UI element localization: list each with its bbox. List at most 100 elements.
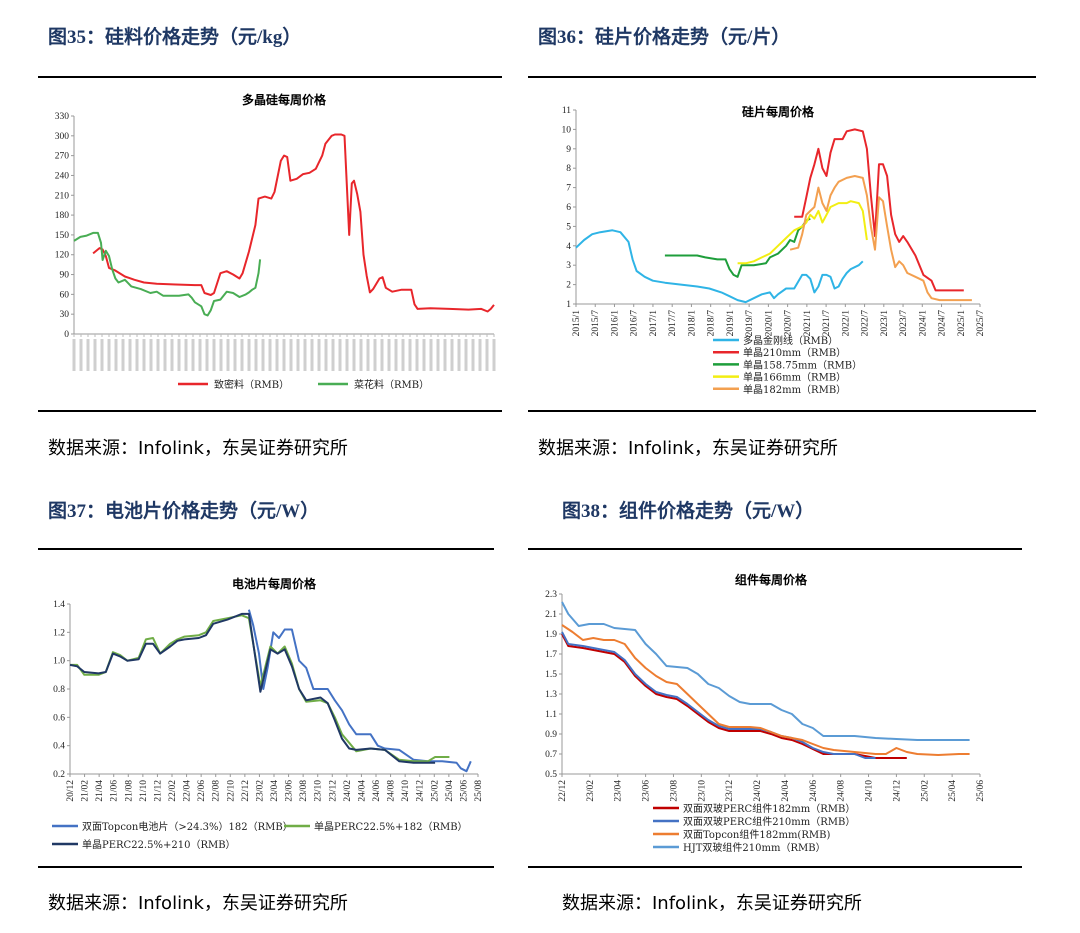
x-tick-label-placeholder <box>352 339 356 371</box>
x-tick-label: 24/06 <box>809 780 819 802</box>
y-tick-label: 180 <box>55 211 70 221</box>
x-tick-label-placeholder <box>121 339 125 371</box>
figure-36-heading: 图36：硅片价格走势（元/片） <box>538 27 791 48</box>
y-tick-label: 1.3 <box>545 690 557 700</box>
y-tick-label: 4 <box>566 242 571 252</box>
x-tick-label-placeholder <box>492 339 496 371</box>
chart-title: 硅片每周价格 <box>742 104 815 119</box>
x-tick-label-placeholder <box>149 339 153 371</box>
y-tick-label: 1.4 <box>53 600 65 610</box>
figure-38-bottom-rule <box>528 866 1022 868</box>
x-tick-label-placeholder <box>436 339 440 371</box>
legend-label: 菜花料（RMB） <box>354 378 429 391</box>
x-tick-label-placeholder <box>471 339 475 371</box>
x-tick-label: 22/08 <box>212 780 222 802</box>
figure-35-bottom-rule <box>38 410 502 412</box>
y-tick-label: 270 <box>55 152 70 162</box>
x-tick-label: 23/06 <box>285 780 295 802</box>
y-tick-label: 3 <box>566 261 571 271</box>
legend-label: 单晶182mm（RMB） <box>743 384 846 396</box>
x-tick-label: 24/12 <box>416 780 426 802</box>
x-tick-label-placeholder <box>275 339 279 371</box>
x-tick-label-placeholder <box>415 339 419 371</box>
x-tick-label: 24/08 <box>387 780 397 802</box>
series-line-0 <box>92 133 495 313</box>
x-tick-label-placeholder <box>198 339 202 371</box>
figure-36-top-rule <box>528 76 1036 78</box>
x-tick-label-placeholder <box>457 339 461 371</box>
x-tick-label: 21/02 <box>81 780 91 802</box>
series-line-3 <box>737 200 868 265</box>
figure-38-chart: 组件每周价格 0.5 0.7 0.9 1.1 1.3 1.5 1.7 1.9 2.1 2.3 22/1… <box>545 572 986 854</box>
x-tick-label-placeholder <box>485 339 489 371</box>
x-tick-label: 21/06 <box>110 780 120 802</box>
x-tick-label: 2022/7 <box>861 310 871 337</box>
x-tick-label: 25/08 <box>474 780 484 802</box>
x-tick-label-placeholder <box>184 339 188 371</box>
x-tick-label-placeholder <box>177 339 181 371</box>
y-tick-label: 0.9 <box>545 730 557 740</box>
x-tick-label: 22/02 <box>168 780 178 802</box>
figure-35-heading: 图35：硅料价格走势（元/kg） <box>48 27 302 48</box>
legend-label: 单晶PERC22.5%+210（RMB） <box>82 839 236 851</box>
x-tick-label: 24/02 <box>753 780 763 802</box>
y-tick-label: 60 <box>60 290 70 300</box>
x-tick-label: 2023/7 <box>899 310 909 337</box>
x-tick-label-placeholder <box>401 339 405 371</box>
y-tick-label: 210 <box>55 191 70 201</box>
x-tick-label-placeholder <box>380 339 384 371</box>
x-tick-label: 2021/7 <box>822 310 832 337</box>
x-tick-label: 23/04 <box>614 780 624 802</box>
x-tick-label: 25/02 <box>920 780 930 802</box>
y-tick-label: 2.1 <box>545 610 557 620</box>
x-tick-label: 22/12 <box>558 780 568 802</box>
x-tick-label-placeholder <box>163 339 167 371</box>
x-tick-label-placeholder <box>282 339 286 371</box>
legend-label: 单晶PERC22.5%+182（RMB） <box>314 821 468 833</box>
x-tick-label-placeholder <box>429 339 433 371</box>
y-tick-label: 0.4 <box>53 742 65 752</box>
x-tick-label-placeholder <box>366 339 370 371</box>
y-tick-label: 1.1 <box>545 710 557 720</box>
y-tick-label: 5 <box>566 222 571 232</box>
x-tick-label: 2020/1 <box>764 310 774 337</box>
x-tick-label-placeholder <box>394 339 398 371</box>
x-tick-label: 2024/1 <box>918 310 928 337</box>
x-tick-label: 22/12 <box>241 780 251 802</box>
x-tick-label-placeholder <box>226 339 230 371</box>
x-tick-label-placeholder <box>387 339 391 371</box>
y-tick-label: 90 <box>60 271 70 281</box>
y-tick-label: 1.0 <box>53 657 65 667</box>
x-tick-label-placeholder <box>254 339 258 371</box>
y-tick-label: 1.2 <box>53 628 65 638</box>
figure-35-chart: 多晶硅每周价格 0 30 60 90 120 150 180 210 240 270 300 330 致密… <box>55 92 496 391</box>
legend-label: 单晶158.75mm（RMB） <box>743 359 862 371</box>
x-tick-label-placeholder <box>247 339 251 371</box>
x-tick-label: 24/08 <box>837 780 847 802</box>
series-line-3 <box>561 601 970 741</box>
x-tick-label: 23/02 <box>586 780 596 802</box>
x-tick-label: 2020/7 <box>784 310 794 337</box>
x-tick-label-placeholder <box>289 339 293 371</box>
legend-label: HJT双玻组件210mm（RMB） <box>683 841 826 854</box>
y-tick-label: 0.6 <box>53 713 65 723</box>
y-tick-label: 240 <box>55 171 70 181</box>
x-tick-label-placeholder <box>317 339 321 371</box>
x-tick-label-placeholder <box>443 339 447 371</box>
chart-title: 组件每周价格 <box>735 572 808 587</box>
figure-37-heading: 图37：电池片价格走势（元/W） <box>48 501 320 522</box>
x-tick-label: 24/10 <box>401 780 411 802</box>
series-line-1 <box>794 128 964 292</box>
x-tick-label: 22/10 <box>226 780 236 802</box>
y-tick-label: 1.5 <box>545 670 557 680</box>
legend-label: 致密料（RMB） <box>214 378 289 391</box>
x-tick-label-placeholder <box>79 339 83 371</box>
legend-label: 双面Topcon电池片（>24.3%）182（RMB） <box>82 820 293 833</box>
y-tick-label: 330 <box>55 112 70 122</box>
x-tick-label-placeholder <box>142 339 146 371</box>
x-tick-label: 2015/7 <box>591 310 601 337</box>
x-tick-label-placeholder <box>345 339 349 371</box>
x-tick-label-placeholder <box>331 339 335 371</box>
x-tick-label-placeholder <box>107 339 111 371</box>
x-tick-label: 24/04 <box>357 780 367 802</box>
